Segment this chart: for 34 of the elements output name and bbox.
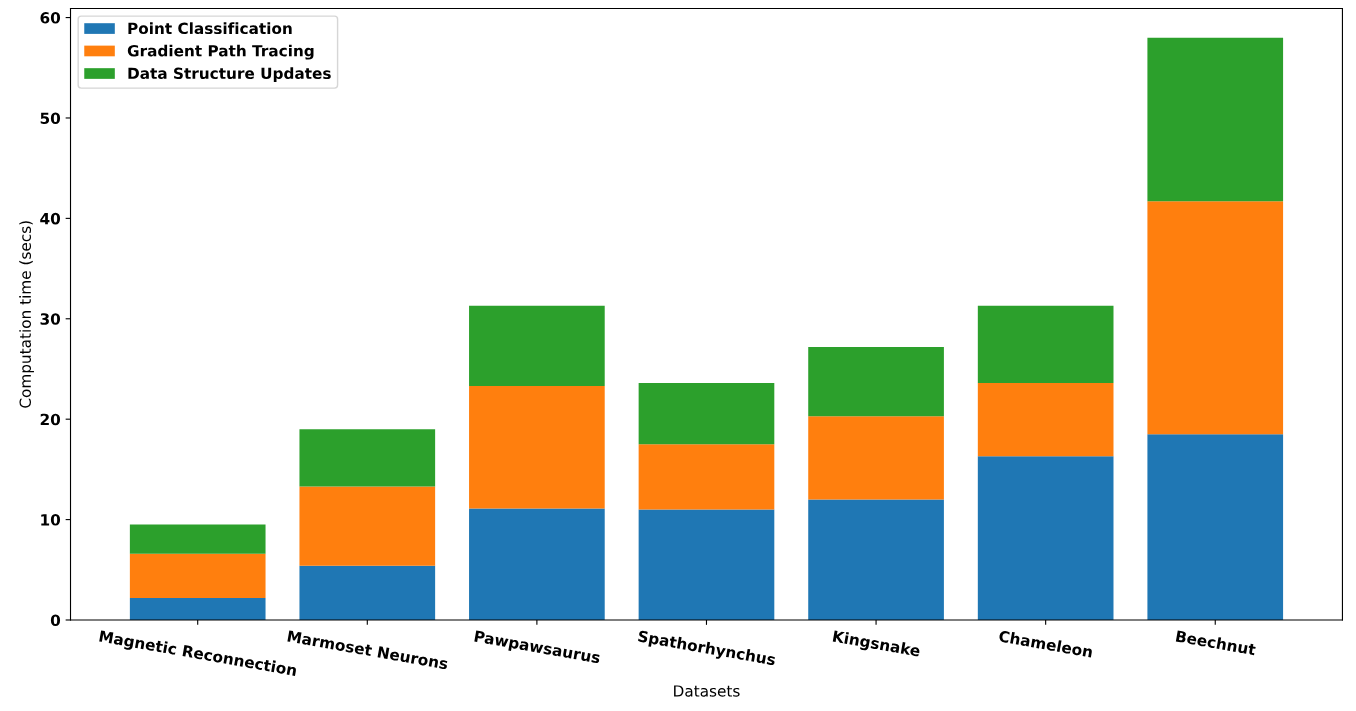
bar [1147, 37, 1284, 202]
bar [299, 486, 436, 566]
bar [808, 499, 944, 620]
bar [469, 305, 605, 387]
bar [1147, 434, 1284, 620]
bar [129, 553, 266, 598]
y-tick-label: 40 [40, 212, 61, 225]
bar [299, 565, 436, 620]
legend-label: Gradient Path Tracing [127, 44, 314, 60]
bar [638, 383, 775, 445]
y-tick-label: 20 [40, 413, 61, 426]
bar [638, 444, 775, 510]
y-tick-label: 30 [40, 313, 61, 325]
bar [1147, 201, 1284, 435]
x-axis-title: Datasets [674, 685, 740, 697]
bar [977, 383, 1114, 457]
bar [638, 509, 775, 620]
bar [808, 346, 944, 417]
y-tick-label: 10 [41, 514, 61, 526]
bar [977, 456, 1114, 620]
y-tick-label: 0 [50, 614, 61, 627]
y-tick-label: 60 [40, 12, 61, 24]
bar [129, 597, 266, 620]
bar [129, 524, 266, 554]
y-tick-label: 50 [40, 112, 61, 124]
bar [469, 386, 605, 509]
y-axis-title: Computation time (secs) [19, 221, 34, 408]
bar [299, 429, 436, 487]
bar [808, 416, 944, 500]
x-tick-label: Beechnut [1175, 629, 1257, 656]
legend-label: Point Classification [128, 22, 292, 35]
bar [977, 305, 1114, 384]
bar [469, 508, 605, 620]
legend-label: Data Structure Updates [128, 67, 331, 83]
